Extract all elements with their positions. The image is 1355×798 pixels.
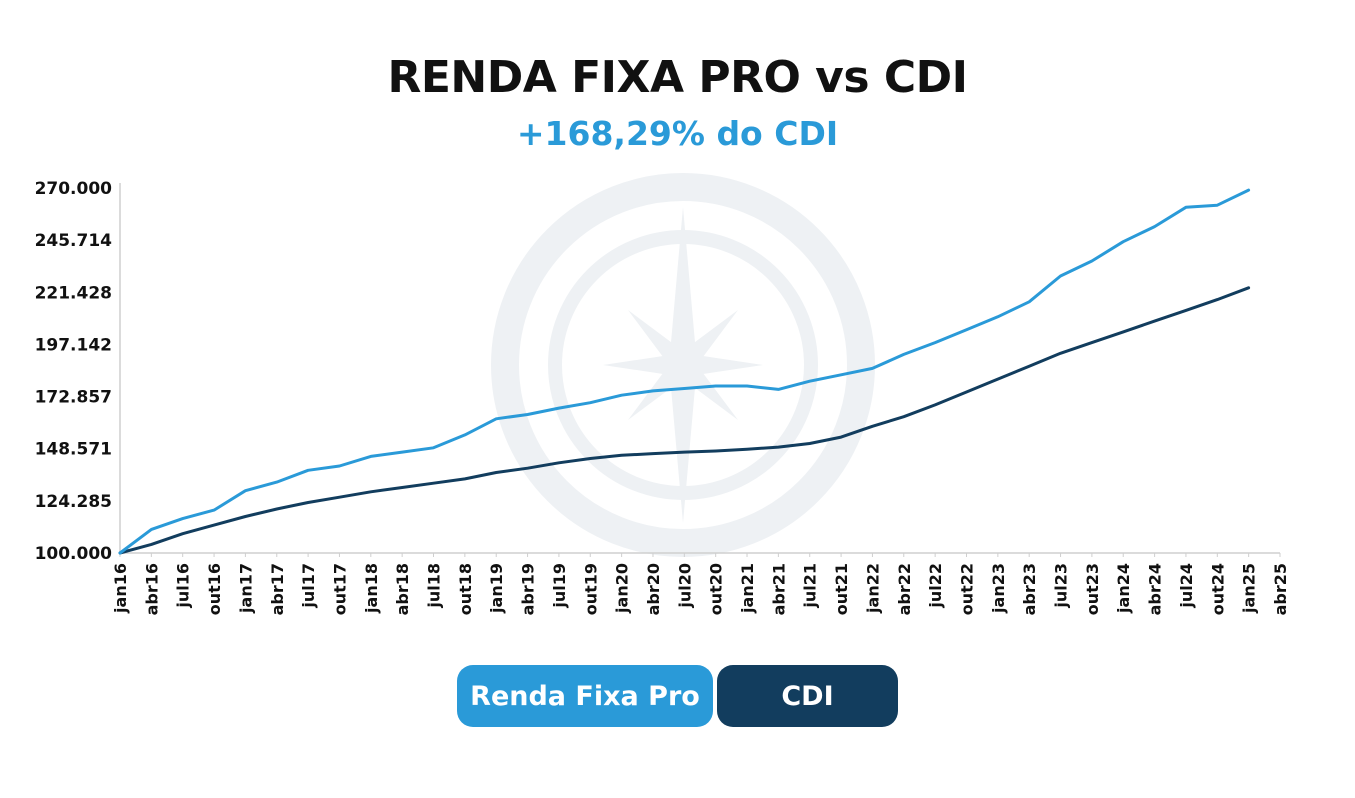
- y-axis-ticks: 100.000 124.285 148.571 172.857 197.142 221.4…: [35, 179, 113, 564]
- x-tick-label: abr25: [1271, 563, 1290, 615]
- x-tick-label: jul19: [550, 563, 569, 609]
- x-tick-label: out22: [957, 563, 976, 615]
- chart-subtitle: +168,29% do CDI: [516, 114, 839, 153]
- x-tick-label: abr18: [393, 563, 412, 615]
- legend-cdi-label: CDI: [781, 680, 834, 712]
- x-tick-label: out24: [1208, 563, 1227, 615]
- x-tick-label: jan19: [487, 563, 506, 614]
- x-tick-label: abr20: [644, 563, 663, 615]
- chart-title: RENDA FIXA PRO vs CDI: [387, 52, 968, 103]
- x-tick-label: abr24: [1146, 563, 1165, 615]
- y-tick-label: 270.000: [35, 179, 113, 199]
- x-tick-label: out18: [456, 563, 475, 615]
- x-tick-label: jul16: [174, 563, 193, 609]
- x-tick-label: out23: [1083, 563, 1102, 615]
- x-tick-label: jul23: [1052, 563, 1071, 609]
- x-tick-label: jul17: [299, 563, 318, 609]
- x-tick-label: jul21: [801, 563, 820, 609]
- x-tick-label: jan23: [989, 563, 1008, 614]
- chart-axes: [119, 183, 1280, 554]
- y-tick-label: 172.857: [35, 388, 112, 408]
- x-tick-label: out17: [330, 563, 349, 615]
- y-tick-label: 245.714: [35, 231, 113, 251]
- x-tick-label: jan21: [738, 563, 757, 614]
- x-tick-label: jan17: [236, 563, 255, 614]
- x-tick-label: jan20: [613, 563, 632, 614]
- y-tick-label: 221.428: [35, 283, 112, 303]
- x-tick-label: out21: [832, 563, 851, 615]
- x-tick-label: jan16: [111, 563, 130, 614]
- x-tick-label: out20: [707, 563, 726, 615]
- x-tick-label: jan22: [863, 563, 882, 614]
- y-tick-label: 148.571: [35, 440, 112, 460]
- y-tick-label: 124.285: [35, 492, 112, 512]
- x-tick-label: jan24: [1114, 563, 1133, 614]
- x-tick-label: jul18: [425, 563, 444, 609]
- x-tick-label: out19: [581, 563, 600, 615]
- x-tick-label: abr16: [142, 563, 161, 615]
- legend-renda-fixa-pro-label: Renda Fixa Pro: [470, 680, 700, 712]
- x-tick-label: jul20: [675, 563, 694, 609]
- x-tick-label: abr22: [895, 563, 914, 615]
- x-tick-label: abr17: [268, 563, 287, 615]
- x-tick-label: jul24: [1177, 563, 1196, 609]
- x-axis-ticks: jan16 abr16 jul16 out16 jan17 abr17 jul17 out17…: [111, 553, 1290, 615]
- legend-cdi-button[interactable]: CDI: [717, 665, 898, 727]
- x-tick-label: out16: [205, 563, 224, 615]
- x-tick-label: abr19: [519, 563, 538, 615]
- x-tick-label: abr23: [1020, 563, 1039, 615]
- legend-renda-fixa-pro-button[interactable]: Renda Fixa Pro: [457, 665, 713, 727]
- x-tick-label: jul22: [926, 563, 945, 609]
- y-tick-label: 100.000: [35, 544, 113, 564]
- compass-watermark-icon: [491, 173, 875, 557]
- x-tick-label: abr21: [769, 563, 788, 615]
- chart-series: [118, 188, 1251, 555]
- x-tick-label: jan18: [362, 563, 381, 614]
- x-tick-label: jan25: [1240, 563, 1259, 614]
- series-line-renda-fixa-pro: [118, 188, 1251, 555]
- series-line-cdi: [118, 286, 1251, 555]
- y-tick-label: 197.142: [35, 335, 112, 355]
